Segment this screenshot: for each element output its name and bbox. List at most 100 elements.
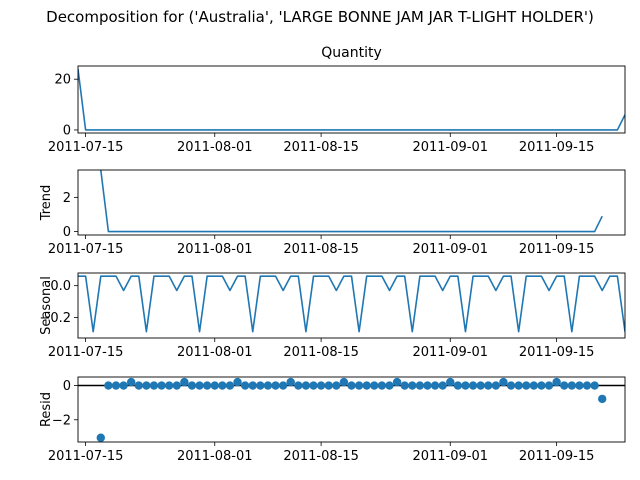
resid-point	[590, 381, 599, 390]
resid-point	[430, 381, 440, 390]
x-tick-label: 2011-08-01	[177, 345, 253, 360]
y-tick-label: −2	[52, 413, 71, 428]
resid-point	[567, 381, 577, 390]
resid-point	[552, 377, 561, 387]
resid-point	[142, 381, 151, 390]
resid-point	[370, 381, 379, 390]
x-tick-label: 2011-08-15	[283, 345, 359, 360]
panels: Quantity 0 2 0 2011-07-15 2011-08-01 2011-08-1…	[39, 45, 626, 464]
resid-point	[385, 381, 394, 390]
resid-point	[408, 381, 417, 390]
resid-point	[499, 377, 508, 387]
resid-point	[400, 381, 409, 390]
resid-point	[324, 381, 333, 390]
x-tick-label: 2011-08-15	[283, 449, 359, 464]
x-tick-label: 2011-09-01	[412, 345, 488, 360]
resid-point	[119, 381, 128, 390]
x-tick-label: 2011-09-01	[412, 242, 488, 257]
resid-point	[172, 381, 181, 390]
y-tick-label: 0.0	[50, 279, 71, 294]
panel-frame	[77, 169, 626, 236]
resid-point	[362, 381, 371, 390]
panel-trend: Trend 0 2 2011-07-15 2011-08-01 2011-08-15 201…	[39, 169, 626, 257]
figure-title: Decomposition for ('Australia', 'LARGE B…	[46, 8, 594, 26]
resid-point	[301, 381, 311, 390]
x-tick-label: 2011-07-15	[48, 345, 124, 360]
resid-point	[202, 381, 212, 390]
resid-point	[218, 381, 227, 390]
x-tick-label: 2011-09-01	[412, 449, 488, 464]
panel-frame	[77, 65, 626, 134]
x-tick-label: 2011-08-01	[177, 140, 253, 155]
resid-point	[537, 381, 546, 390]
series-line-quantity	[78, 68, 625, 131]
plot-area-resid	[78, 377, 625, 442]
y-tick-label: 0	[63, 379, 71, 394]
y-axis-label: Resid	[39, 392, 54, 427]
resid-point	[415, 381, 425, 390]
x-tick-label: 2011-08-01	[177, 449, 253, 464]
plot-area-trend	[99, 170, 603, 233]
resid-point	[514, 381, 523, 390]
resid-point	[560, 381, 569, 390]
y-tick-label: 0	[63, 225, 71, 240]
resid-point	[294, 381, 303, 390]
x-tick-label: 2011-09-15	[519, 345, 595, 360]
resid-point	[598, 394, 607, 404]
resid-point	[195, 381, 204, 390]
resid-point	[187, 381, 197, 390]
resid-point	[354, 381, 364, 390]
x-tick-label: 2011-08-15	[283, 140, 359, 155]
resid-point	[438, 381, 447, 390]
x-tick-label: 2011-07-15	[48, 242, 124, 257]
resid-point	[256, 381, 265, 390]
resid-point	[544, 381, 554, 390]
resid-point	[111, 381, 121, 390]
y-axis-label: Trend	[39, 185, 54, 222]
panel-quantity: Quantity 0 20 2011-07-15 2011-08-01 2011-08-1…	[48, 45, 626, 155]
resid-point	[149, 381, 159, 390]
resid-point	[347, 381, 356, 390]
resid-point	[309, 381, 318, 390]
resid-point	[180, 377, 189, 387]
series-line-trend	[99, 170, 603, 233]
x-tick-label: 2011-09-15	[519, 140, 595, 155]
resid-point	[476, 381, 485, 390]
resid-point	[461, 381, 470, 390]
resid-point	[484, 381, 493, 390]
resid-point	[210, 381, 219, 390]
resid-point	[468, 381, 478, 390]
resid-point	[339, 377, 349, 387]
resid-point	[453, 381, 463, 390]
resid-point	[377, 381, 387, 390]
panel-frame	[77, 376, 626, 443]
y-axis-label: Seasonal	[39, 276, 54, 335]
resid-point	[286, 377, 295, 387]
resid-point	[575, 381, 584, 390]
x-tick-label: 2011-07-15	[48, 449, 124, 464]
y-tick-label: −0.2	[39, 311, 71, 326]
panel-title: Quantity	[321, 45, 382, 61]
resid-point	[392, 377, 402, 387]
resid-point	[271, 381, 280, 390]
resid-point	[529, 381, 539, 390]
resid-point	[240, 381, 250, 390]
resid-point	[104, 381, 113, 390]
resid-point	[446, 377, 455, 387]
x-tick-label: 2011-09-01	[412, 140, 488, 155]
resid-point	[506, 381, 516, 390]
y-tick-label: 2	[63, 191, 71, 206]
y-tick-label: 0	[63, 123, 71, 138]
x-tick-label: 2011-08-15	[283, 242, 359, 257]
plot-area-seasonal	[78, 275, 625, 333]
x-tick-label: 2011-09-15	[519, 242, 595, 257]
x-tick-label: 2011-09-15	[519, 449, 595, 464]
panel-resid: Resid 0 −2 2011-07-15 2011-08-01 2011-08-15 20…	[39, 376, 626, 464]
resid-point	[332, 381, 341, 390]
resid-point	[582, 381, 592, 390]
resid-point	[96, 433, 105, 442]
series-line-seasonal	[78, 275, 625, 333]
resid-point	[233, 377, 242, 387]
